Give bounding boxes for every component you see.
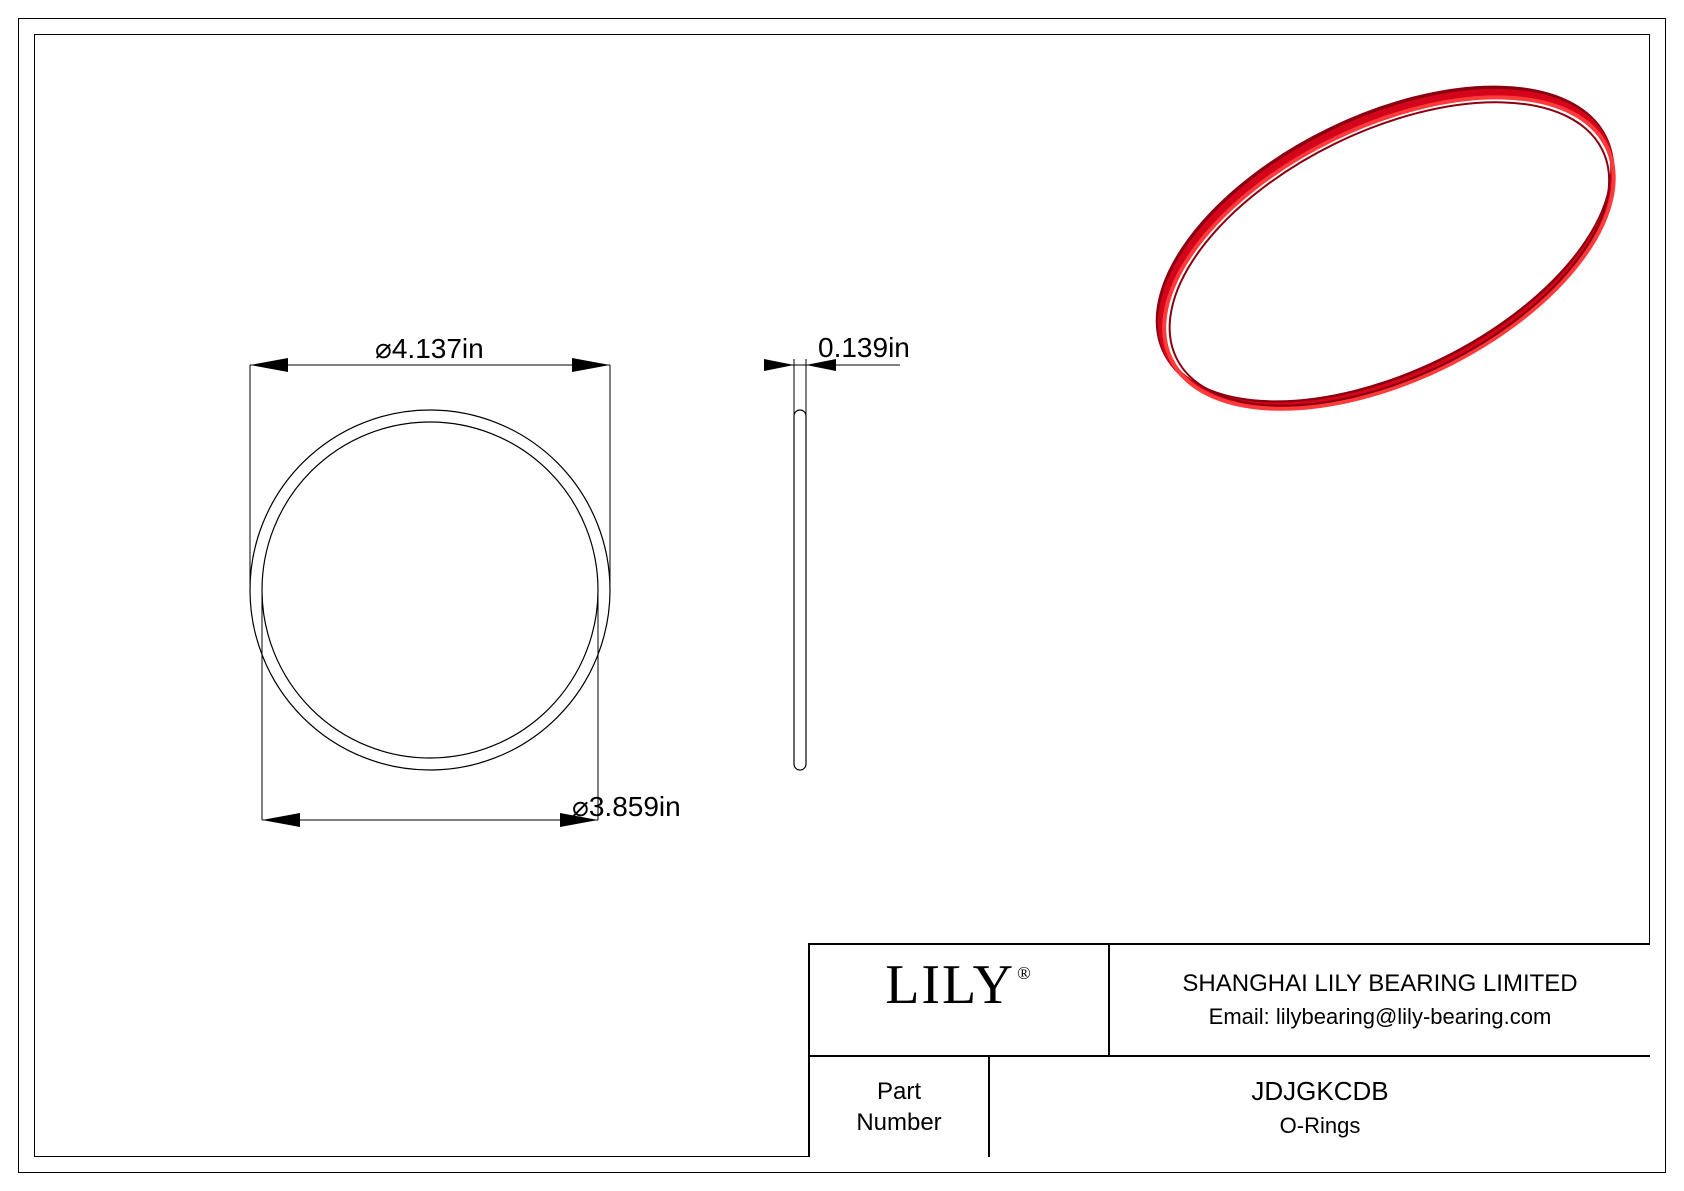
registered-mark: ® — [1017, 963, 1033, 984]
part-number-label-line1: Part — [877, 1076, 921, 1107]
part-description: O-Rings — [1280, 1113, 1361, 1139]
company-cell: SHANGHAI LILY BEARING LIMITED Email: lil… — [1110, 945, 1650, 1055]
logo-cell: LILY ® — [810, 945, 1110, 1055]
company-name: SHANGHAI LILY BEARING LIMITED — [1182, 970, 1577, 998]
part-number-value: JDJGKCDB — [1251, 1076, 1388, 1107]
part-number-label-cell: Part Number — [810, 1057, 990, 1157]
company-email: Email: lilybearing@lily-bearing.com — [1209, 1004, 1552, 1030]
part-number-label-line2: Number — [856, 1107, 941, 1138]
dim-thickness-label: 0.139in — [818, 332, 910, 364]
logo-text: LILY — [885, 953, 1015, 1017]
part-number-value-cell: JDJGKCDB O-Rings — [990, 1057, 1650, 1157]
dim-outer-diameter-label: ⌀4.137in — [375, 332, 484, 365]
title-block: LILY ® SHANGHAI LILY BEARING LIMITED Ema… — [808, 943, 1650, 1157]
dim-inner-diameter-label: ⌀3.859in — [572, 790, 681, 823]
